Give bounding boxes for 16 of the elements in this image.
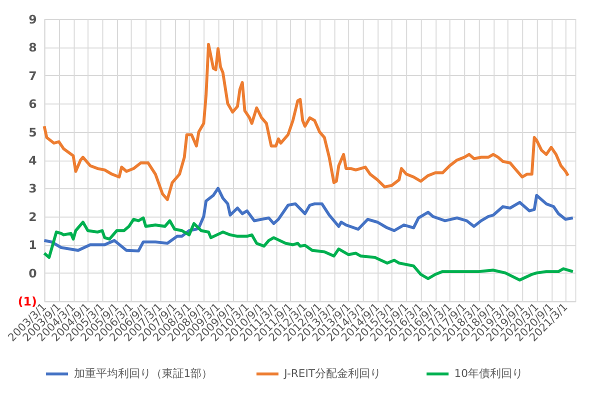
y-tick-label: 9 bbox=[28, 12, 37, 26]
legend-label: J-REIT分配金利回り bbox=[283, 366, 381, 380]
legend-label: 加重平均利回り（東証1部） bbox=[74, 366, 213, 380]
y-tick-label: 4 bbox=[28, 154, 37, 168]
line-series bbox=[42, 42, 570, 202]
y-tick-label: 5 bbox=[28, 125, 37, 140]
y-tick-label: 6 bbox=[28, 97, 37, 112]
line-series bbox=[42, 186, 574, 252]
y-tick-label: 1 bbox=[28, 238, 37, 252]
y-tick-label: 3 bbox=[28, 182, 37, 196]
y-tick-label: 7 bbox=[28, 68, 37, 83]
y-tick-label: 0 bbox=[28, 266, 37, 280]
y-tick-label: 2 bbox=[28, 210, 37, 224]
line-series bbox=[42, 216, 574, 282]
y-tick-label: 8 bbox=[28, 40, 37, 55]
legend-label: 10年債利回り bbox=[454, 366, 524, 380]
